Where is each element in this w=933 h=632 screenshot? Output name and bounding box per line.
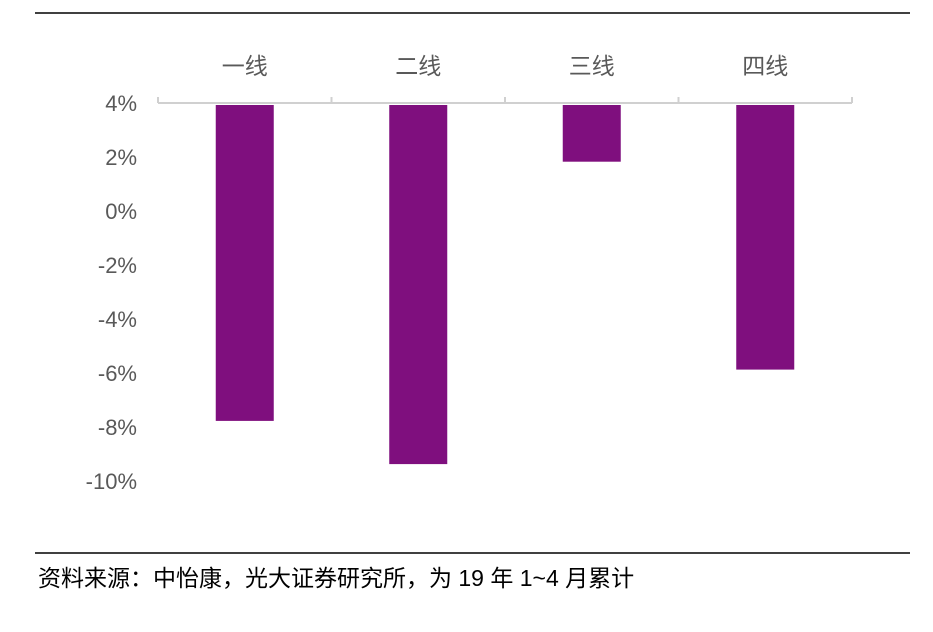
x-tick-label: 二线 [395,53,441,79]
bar [215,105,274,421]
y-tick-label: -8% [98,415,137,440]
x-tick-label: 一线 [222,53,268,79]
y-tick-label: -10% [86,469,137,494]
y-tick-label: -2% [98,253,137,278]
x-tick-label: 三线 [569,53,615,79]
y-tick-label: -6% [98,361,137,386]
x-tick-label: 四线 [742,53,788,79]
y-tick-label: 2% [105,145,137,170]
y-tick-label: 0% [105,199,137,224]
source-note: 资料来源：中怡康，光大证券研究所，为 19 年 1~4 月累计 [38,565,634,591]
bar [562,105,621,162]
y-tick-label: -4% [98,307,137,332]
y-tick-label: 4% [105,91,137,116]
bar [736,105,795,370]
bar [389,105,448,465]
